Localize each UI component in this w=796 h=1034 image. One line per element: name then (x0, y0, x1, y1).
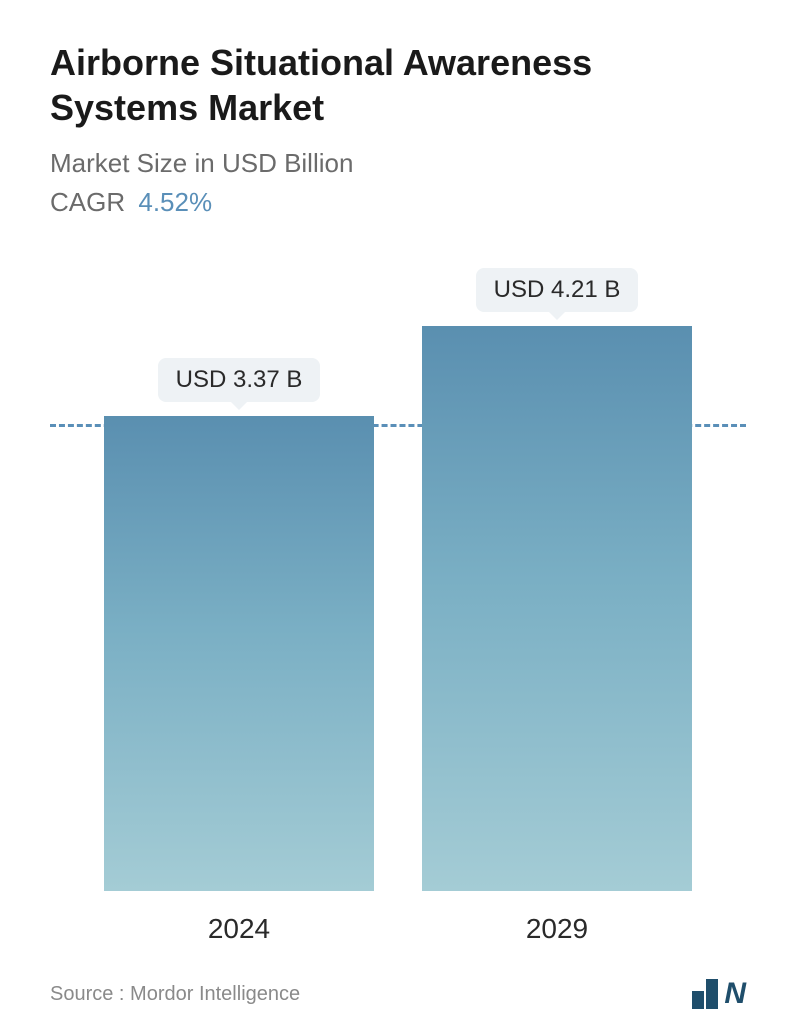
logo-bar-icon (692, 991, 704, 1009)
logo: N (692, 979, 746, 1009)
logo-bar-icon (706, 979, 718, 1009)
logo-letter-icon: N (724, 979, 746, 1009)
chart-title: Airborne Situational Awareness Systems M… (50, 40, 746, 130)
bar-group-1: USD 4.21 B 2029 (422, 268, 692, 945)
year-label-0: 2024 (208, 913, 270, 945)
chart-container: Airborne Situational Awareness Systems M… (0, 0, 796, 1034)
footer: Source : Mordor Intelligence N (50, 973, 746, 1009)
cagr-row: CAGR 4.52% (50, 187, 746, 218)
bar-1 (422, 326, 692, 891)
source-text: Source : Mordor Intelligence (50, 983, 300, 1006)
value-bubble-0: USD 3.37 B (158, 358, 321, 402)
value-bubble-1: USD 4.21 B (476, 268, 639, 312)
chart-area: USD 3.37 B 2024 USD 4.21 B 2029 (50, 268, 746, 945)
cagr-label: CAGR (50, 187, 125, 217)
year-label-1: 2029 (526, 913, 588, 945)
bar-0 (104, 416, 374, 891)
bar-group-0: USD 3.37 B 2024 (104, 358, 374, 945)
chart-subtitle: Market Size in USD Billion (50, 148, 746, 179)
cagr-value: 4.52% (138, 187, 212, 217)
